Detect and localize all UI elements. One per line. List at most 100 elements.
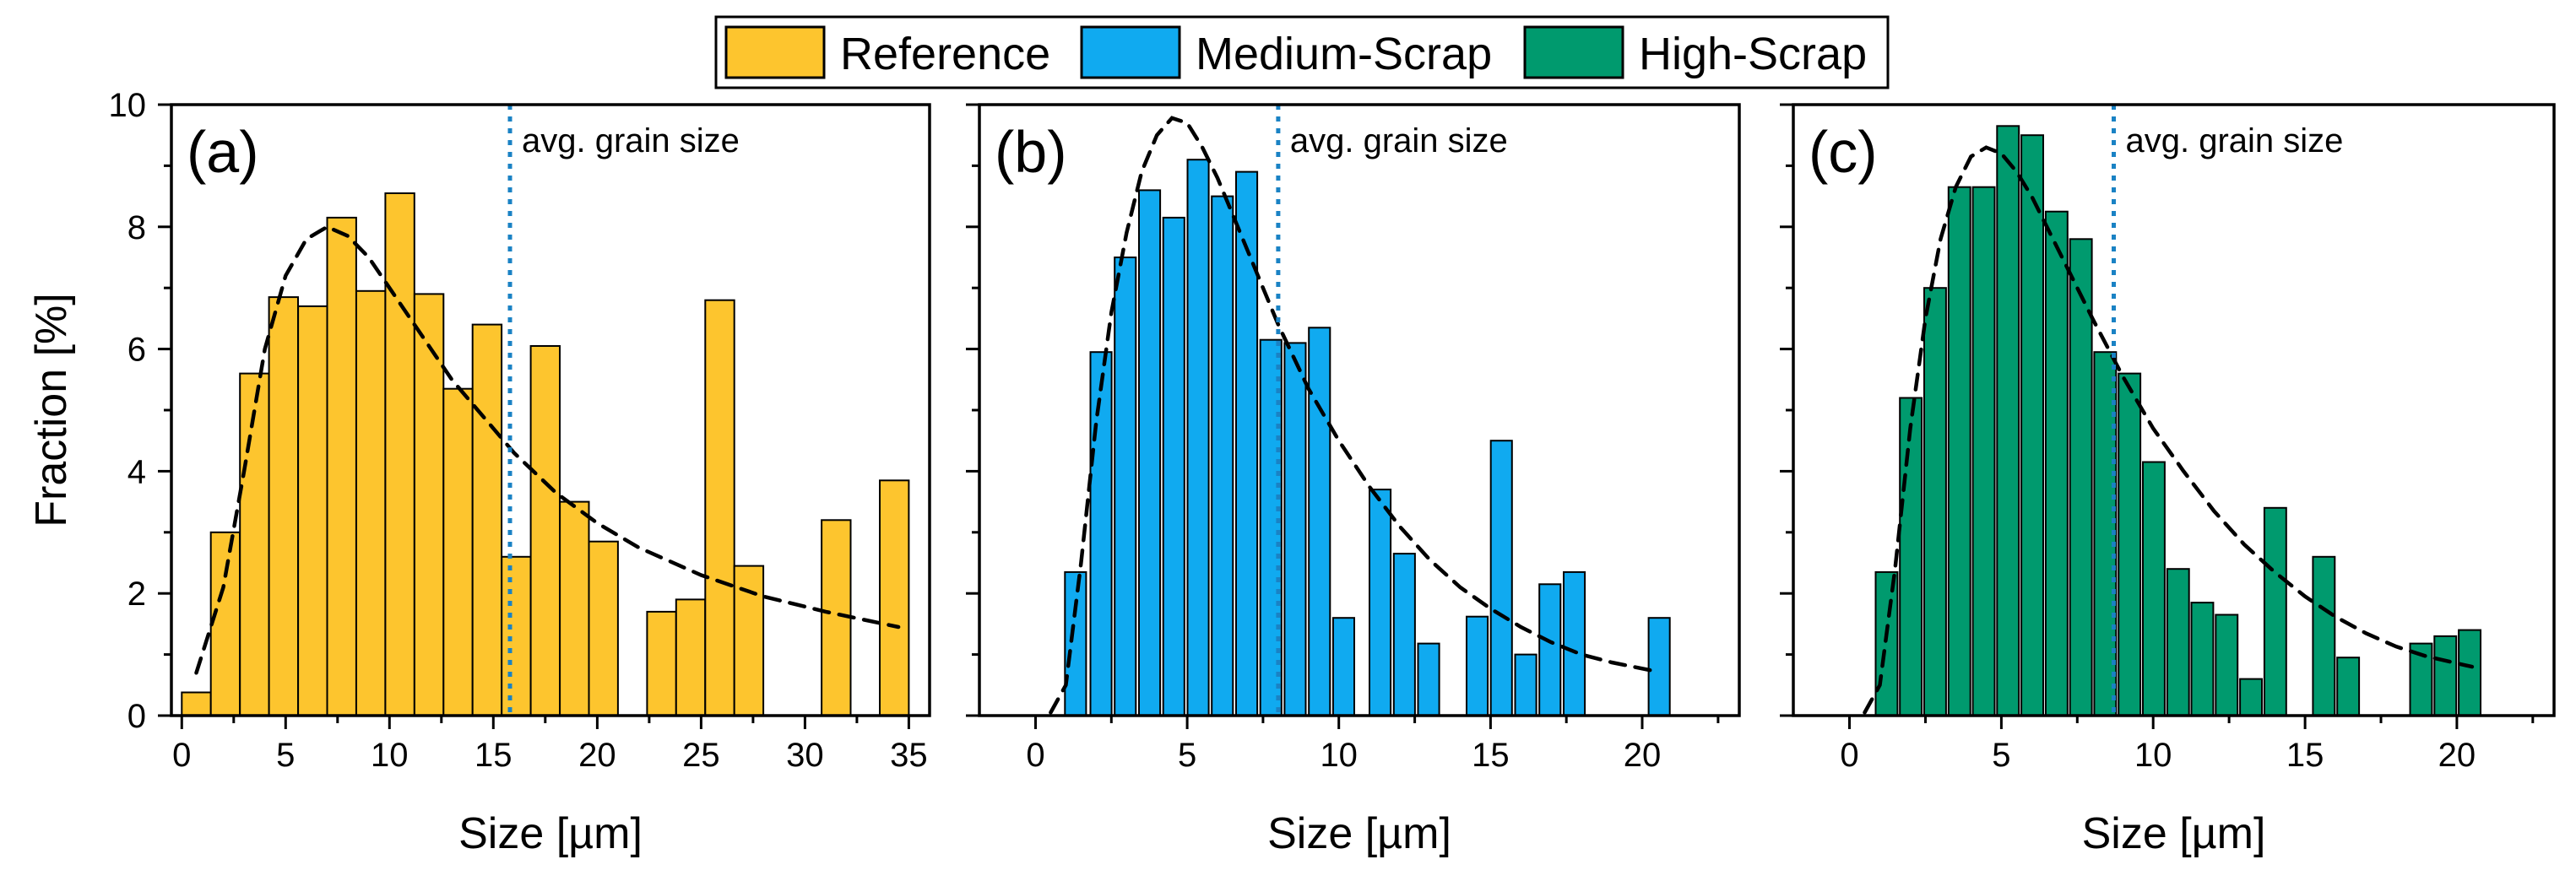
y-tick-label: 2 (127, 576, 146, 613)
bar (1186, 159, 1210, 716)
x-tick-label: 0 (1840, 737, 1858, 774)
bar (2458, 629, 2482, 716)
x-tick-label: 35 (890, 737, 928, 774)
bar (1369, 489, 1392, 716)
y-axis-ticks (158, 103, 171, 717)
x-tick-label: 20 (578, 737, 616, 774)
bar (1308, 327, 1331, 716)
x-tick-label: 20 (2438, 737, 2476, 774)
bar (1647, 617, 1671, 717)
x-tick-label: 5 (1178, 737, 1196, 774)
x-tick-label: 10 (371, 737, 409, 774)
bar (1923, 287, 1947, 716)
panel-c: avg. grain size (c) 0 5 10 15 20 Size [µm] (1780, 103, 2556, 858)
bar (2433, 635, 2458, 717)
bar (879, 479, 910, 716)
avg-grain-size-label: avg. grain size (2126, 122, 2344, 159)
bar (1138, 189, 1162, 716)
bar (2190, 602, 2215, 716)
bar (2044, 210, 2069, 716)
bar (1899, 397, 1923, 716)
bar (1417, 642, 1440, 716)
bars (1064, 159, 1671, 717)
legend-frame (714, 15, 1890, 89)
x-tick-label: 30 (786, 737, 824, 774)
bar (2263, 506, 2287, 716)
bar (2069, 238, 2093, 716)
legend-label-high-scrap: High-Scrap (1639, 29, 1867, 79)
legend-swatch-medium-scrap (1080, 25, 1181, 79)
bar (384, 192, 415, 716)
bar (268, 296, 300, 716)
bar (239, 372, 270, 716)
bar (1064, 570, 1087, 717)
bar (1996, 125, 2020, 717)
x-tick-label: 15 (475, 737, 512, 774)
legend: Reference Medium-Scrap High-Scrap (714, 15, 1890, 89)
bars (181, 192, 910, 717)
bar (1283, 342, 1307, 716)
x-tick-label: 15 (2286, 737, 2324, 774)
x-tick-label: 5 (276, 737, 295, 774)
x-tick-label: 0 (1026, 737, 1044, 774)
bar (1947, 186, 1971, 716)
bar (326, 216, 357, 716)
bar (1259, 338, 1283, 716)
bar (2239, 678, 2264, 716)
y-tick-label: 6 (127, 332, 146, 369)
legend-swatch-high-scrap (1523, 25, 1624, 79)
x-axis-ticks (1034, 716, 1720, 729)
bar (471, 323, 503, 716)
bar (2142, 461, 2166, 716)
fit-curve (1049, 116, 1660, 715)
bar (1114, 257, 1137, 716)
panel-b: avg. grain size (b) 0 5 10 15 20 Size [µm] (966, 103, 1741, 858)
y-axis-ticks (1780, 103, 1793, 717)
legend-label-reference: Reference (840, 29, 1050, 79)
bar (2215, 613, 2239, 716)
x-tick-label: 10 (1320, 737, 1358, 774)
legend-label-medium-scrap: Medium-Scrap (1196, 29, 1492, 79)
bar (675, 598, 707, 717)
bar (2020, 134, 2045, 716)
bar (1331, 617, 1356, 717)
x-tick-label: 20 (1624, 737, 1662, 774)
y-tick-label: 4 (127, 453, 146, 490)
x-axis-ticks (180, 716, 910, 729)
bar (1874, 570, 1899, 717)
x-axis-title: Size [µm] (458, 809, 643, 858)
fit-curve (194, 224, 901, 675)
bar (297, 305, 328, 716)
bar (1089, 351, 1113, 716)
y-axis-title: Fraction [%] (27, 293, 76, 527)
bars (1874, 125, 2482, 717)
y-tick-label: 10 (109, 87, 147, 124)
bar (733, 565, 765, 716)
y-tick-label: 8 (127, 209, 146, 246)
bar (1466, 615, 1489, 717)
avg-grain-size-label: avg. grain size (1290, 122, 1508, 159)
bar (704, 299, 735, 716)
avg-grain-size-label: avg. grain size (522, 122, 740, 159)
bar (1538, 583, 1562, 716)
bar (181, 691, 212, 716)
bar (1162, 216, 1185, 716)
x-tick-label: 25 (682, 737, 720, 774)
x-axis-ticks (1848, 716, 2535, 729)
bar (1514, 653, 1537, 716)
bar (588, 540, 619, 717)
bar (1211, 195, 1234, 717)
x-tick-label: 5 (1992, 737, 2010, 774)
bar (442, 387, 474, 716)
x-tick-label: 0 (172, 737, 191, 774)
bar (413, 293, 445, 716)
x-axis-title: Size [µm] (2082, 809, 2266, 858)
bar (1971, 186, 1996, 716)
panel-label: (c) (1809, 119, 1878, 185)
x-axis-title: Size [µm] (1267, 809, 1451, 858)
bar (2336, 657, 2361, 717)
legend-swatch-reference (724, 25, 826, 79)
bar (646, 610, 677, 717)
y-axis-ticks (966, 103, 979, 717)
